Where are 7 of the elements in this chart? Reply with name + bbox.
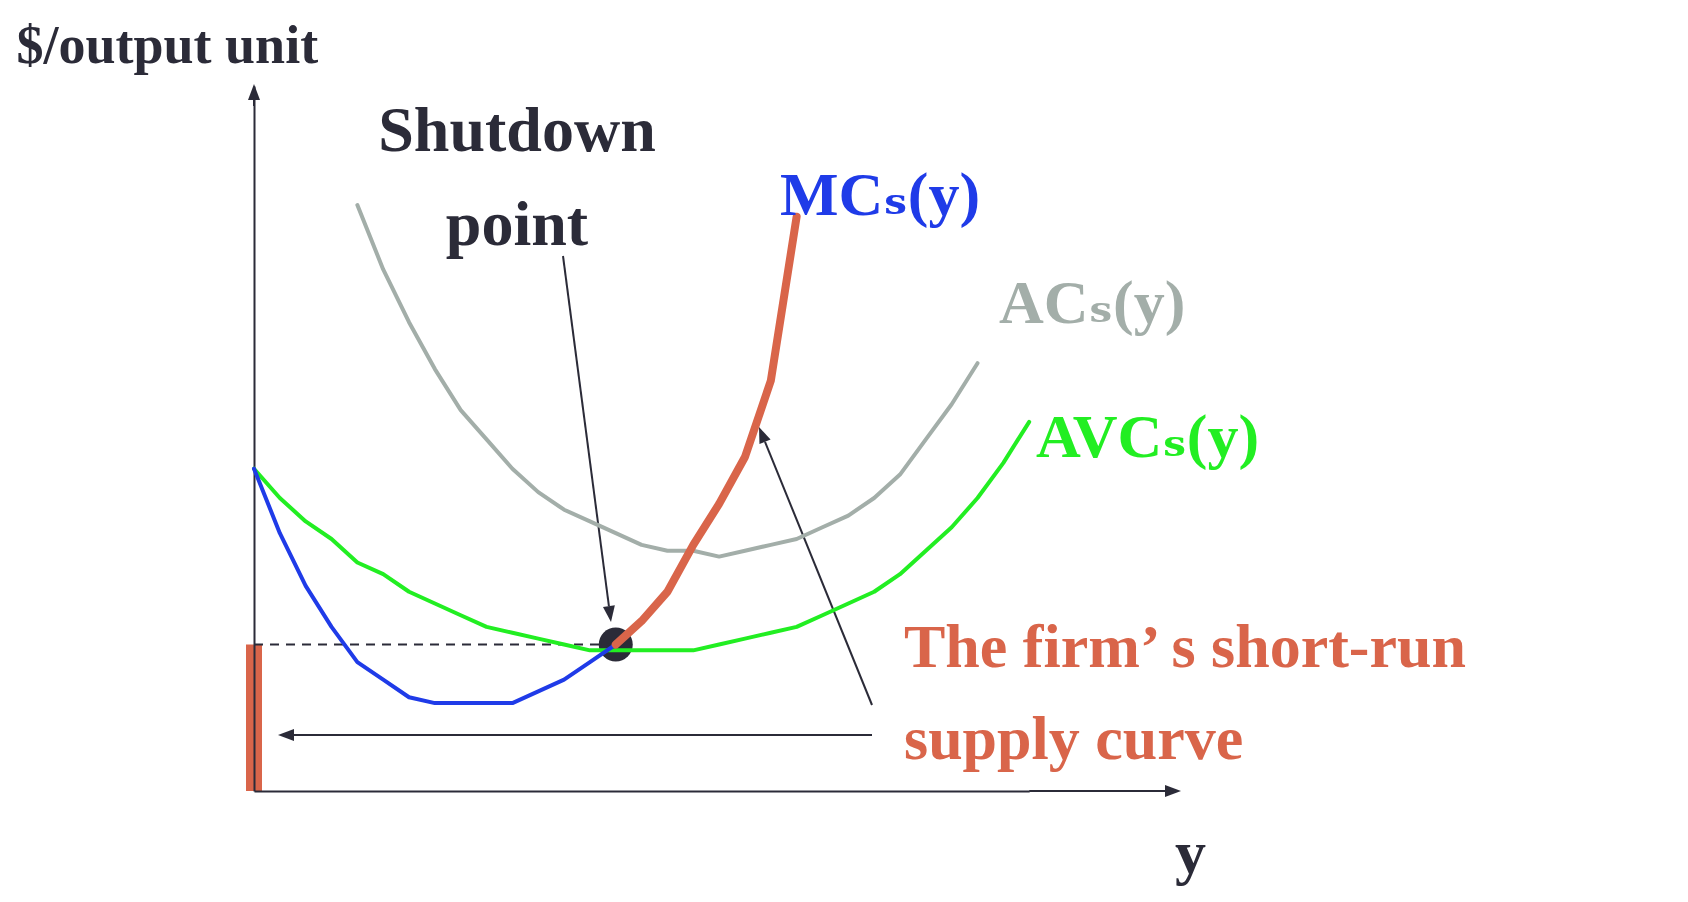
y-axis-title: $/output unit (16, 14, 319, 75)
text: The firm’ s short-run supply curve (904, 612, 1466, 772)
series-label: ACₛ(y) (999, 268, 1186, 337)
x-axis-title: y (1175, 817, 1206, 886)
annotation: Shutdown point (378, 94, 656, 259)
text: MCₛ(y) (780, 160, 981, 229)
series-label: AVCₛ(y) (1036, 402, 1260, 471)
